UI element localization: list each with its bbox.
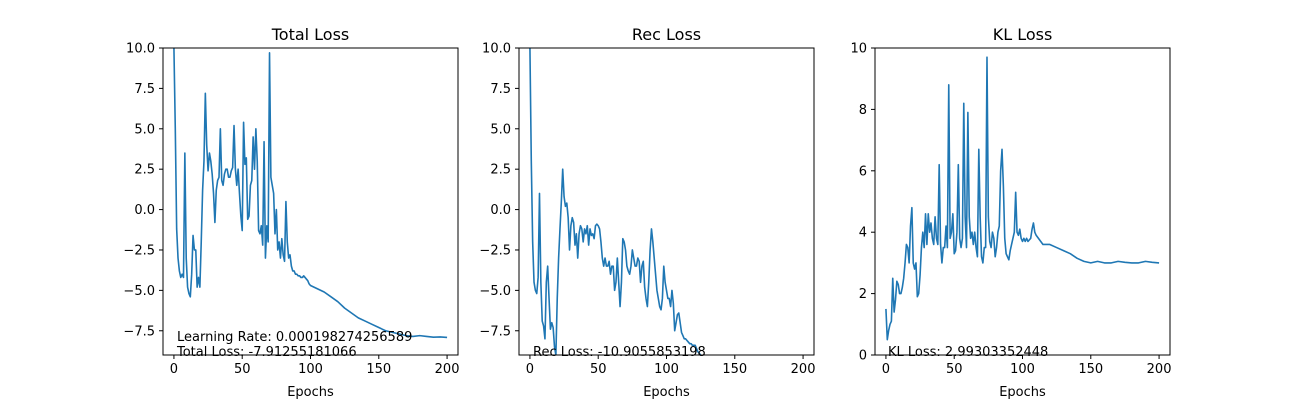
- kl-loss-ytick-label: 2: [859, 287, 867, 302]
- kl-loss-ytick-label: 6: [859, 164, 867, 179]
- total-loss-ytick-label: −2.5: [123, 243, 155, 258]
- kl-loss-annotation: KL Loss: 2.99303352448: [888, 345, 1048, 360]
- total-loss-xtick-label: 50: [234, 362, 251, 377]
- kl-loss-ticks: 0 50 100 150 200 0 2 4 6 8 10: [850, 42, 1171, 378]
- total-loss-xtick-label: 150: [366, 362, 391, 377]
- rec-loss-ytick-label: 2.5: [490, 163, 511, 178]
- total-loss-ytick-label: −7.5: [123, 324, 155, 339]
- rec-loss-ytick-label: 5.0: [490, 122, 511, 137]
- total-loss-ticks: 0 50 100 150 200 −7.5 −5.0 −2.5 0.0 2.5 5.0 7.5 10.0: [123, 42, 459, 378]
- kl-loss-xlabel: Epochs: [999, 385, 1046, 400]
- kl-loss-ytick-label: 8: [859, 103, 867, 118]
- kl-loss-ytick-label: 4: [859, 226, 867, 241]
- rec-loss-xtick-label: 200: [791, 362, 816, 377]
- rec-loss-annotation: Rec Loss: -10.9055853198: [533, 345, 706, 360]
- rec-loss-xlabel: Epochs: [643, 385, 690, 400]
- total-loss-panel: Total Loss Epochs 0 50 100 150 200 −7.5 −5.0 −2…: [123, 25, 459, 400]
- rec-loss-panel: Rec Loss Epochs 0 50 100 150 200 −7.5 −5.0 −2.5…: [479, 25, 815, 400]
- total-loss-ytick-label: −5.0: [123, 284, 155, 299]
- total-loss-ytick-label: 0.0: [134, 203, 155, 218]
- total-loss-title: Total Loss: [271, 25, 350, 44]
- kl-loss-ytick-label: 10: [850, 42, 867, 57]
- rec-loss-ytick-label: −2.5: [479, 243, 511, 258]
- total-loss-plot-frame: [162, 47, 459, 356]
- kl-loss-panel: KL Loss Epochs 0 50 100 150 200 0 2 4 6 8 10 KL Lo…: [850, 25, 1171, 400]
- rec-loss-ticks: 0 50 100 150 200 −7.5 −5.0 −2.5 0.0 2.5 5.0 7.5 10.0: [479, 42, 815, 378]
- kl-loss-xtick-label: 200: [1147, 362, 1172, 377]
- total-loss-ytick-label: 2.5: [134, 163, 155, 178]
- total-loss-xtick-label: 100: [298, 362, 323, 377]
- rec-loss-xtick-label: 50: [590, 362, 607, 377]
- rec-loss-plot-frame: [518, 47, 815, 356]
- rec-loss-xtick-label: 150: [722, 362, 747, 377]
- rec-loss-ytick-label: −7.5: [479, 324, 511, 339]
- total-loss-ytick-label: 7.5: [134, 82, 155, 97]
- rec-loss-xtick-label: 0: [526, 362, 534, 377]
- kl-loss-xtick-label: 150: [1078, 362, 1103, 377]
- rec-loss-ytick-label: 0.0: [490, 203, 511, 218]
- total-loss-xtick-label: 0: [170, 362, 178, 377]
- rec-loss-ytick-label: −5.0: [479, 284, 511, 299]
- rec-loss-xtick-label: 100: [654, 362, 679, 377]
- kl-loss-xtick-label: 100: [1010, 362, 1035, 377]
- kl-loss-series-line: [885, 56, 1160, 341]
- total-loss-annotation: Total Loss: -7.91255181066: [176, 345, 357, 360]
- kl-loss-ytick-label: 0: [859, 349, 867, 364]
- rec-loss-series-line: [529, 48, 702, 355]
- total-loss-xtick-label: 200: [435, 362, 460, 377]
- rec-loss-ytick-label: 7.5: [490, 82, 511, 97]
- total-loss-xlabel: Epochs: [287, 385, 334, 400]
- learning-rate-annotation: Learning Rate: 0.000198274256589: [177, 330, 412, 345]
- total-loss-ytick-label: 10.0: [126, 42, 155, 57]
- kl-loss-plot-frame: [874, 47, 1171, 356]
- kl-loss-xtick-label: 0: [882, 362, 890, 377]
- total-loss-ytick-label: 5.0: [134, 122, 155, 137]
- kl-loss-title: KL Loss: [993, 25, 1053, 44]
- rec-loss-title: Rec Loss: [632, 25, 701, 44]
- kl-loss-xtick-label: 50: [946, 362, 963, 377]
- total-loss-series-line: [173, 48, 448, 339]
- rec-loss-ytick-label: 10.0: [482, 42, 511, 57]
